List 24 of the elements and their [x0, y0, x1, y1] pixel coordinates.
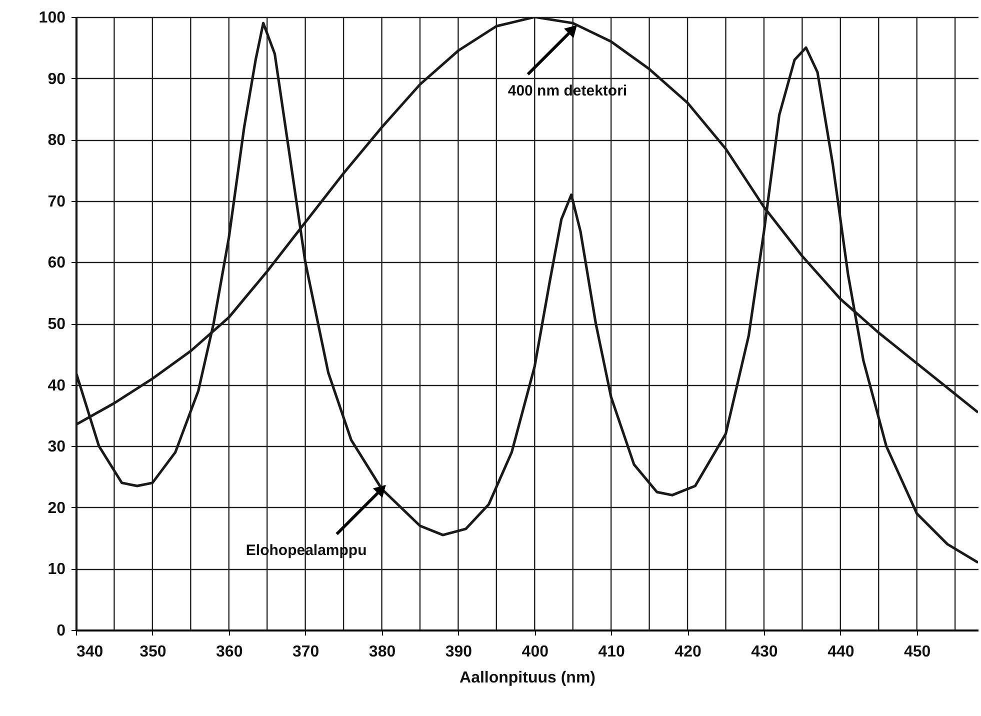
x-tick-label: 370 [292, 644, 320, 660]
y-tick-label: 10 [48, 561, 66, 578]
x-axis-title: Aallonpituus (nm) [460, 670, 596, 686]
y-tick-label: 100 [38, 10, 66, 26]
y-tick-label: 20 [48, 500, 66, 517]
x-tick-label: 380 [368, 644, 396, 660]
y-tick-label: 30 [48, 438, 66, 456]
x-tick-label: 410 [598, 644, 626, 660]
x-tick-label: 450 [904, 644, 931, 660]
y-tick-label: 80 [48, 132, 66, 150]
x-tick-label: 350 [140, 644, 166, 660]
y-tick-label: 50 [48, 316, 66, 333]
y-tick-label: 40 [48, 377, 66, 394]
x-tick-label: 430 [751, 644, 778, 660]
x-tick-label: 440 [828, 644, 854, 660]
y-tick-label: 0 [56, 622, 66, 640]
x-tick-label: 340 [76, 644, 104, 660]
y-tick-label: 90 [48, 70, 66, 88]
y-tick-label: 70 [48, 193, 66, 210]
x-tick-label: 390 [445, 644, 472, 660]
x-tick-label: 400 [522, 644, 549, 660]
x-tick-label: 420 [674, 644, 702, 660]
y-tick-label: 60 [48, 254, 66, 272]
x-tick-label: 360 [216, 644, 243, 660]
